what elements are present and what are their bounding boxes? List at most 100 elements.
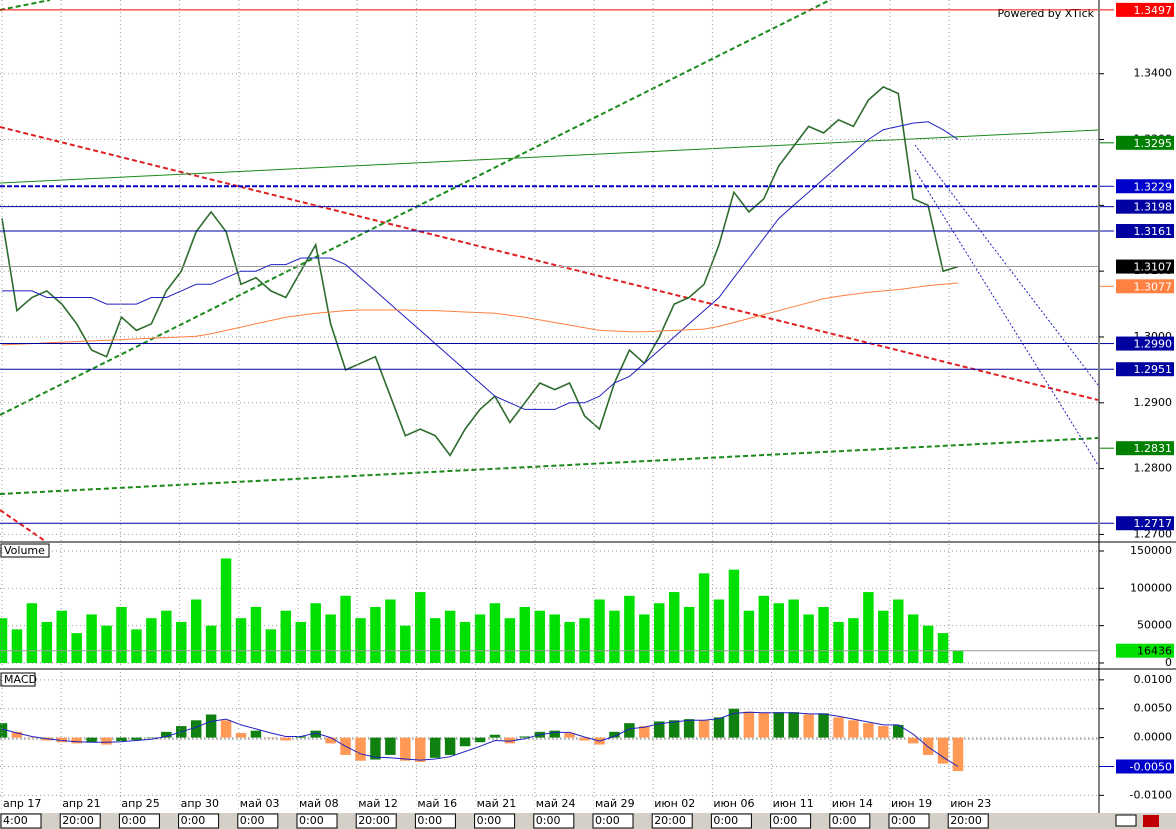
bar bbox=[56, 610, 67, 663]
bar bbox=[429, 618, 441, 663]
bar bbox=[743, 711, 755, 738]
bar bbox=[310, 730, 321, 738]
bar bbox=[937, 737, 949, 764]
time-label-box bbox=[592, 813, 634, 829]
time-label: 0:00 bbox=[240, 814, 265, 827]
time-label-box bbox=[178, 813, 220, 829]
bar bbox=[86, 614, 97, 663]
bar bbox=[131, 629, 142, 663]
trend-line bbox=[0, 0, 831, 416]
time-label: 0:00 bbox=[477, 814, 502, 827]
price-badge-label: 1.2951 bbox=[1134, 363, 1173, 376]
bar bbox=[265, 737, 277, 739]
time-label-box bbox=[947, 813, 989, 829]
bar bbox=[863, 723, 874, 738]
bar bbox=[459, 621, 471, 663]
bar bbox=[11, 731, 23, 738]
bar bbox=[190, 599, 202, 663]
bar bbox=[71, 737, 82, 744]
date-label-bg bbox=[120, 797, 161, 811]
bar bbox=[146, 618, 157, 663]
exit-button[interactable] bbox=[1143, 815, 1159, 827]
bar bbox=[579, 618, 590, 663]
bar bbox=[56, 737, 67, 743]
time-label: 20:00 bbox=[950, 814, 982, 827]
trend-line bbox=[0, 129, 1099, 184]
date-label-bg bbox=[298, 797, 338, 811]
bar bbox=[952, 650, 964, 663]
price-badge bbox=[1116, 259, 1174, 274]
time-label: 20:00 bbox=[358, 814, 390, 827]
bar bbox=[220, 558, 232, 663]
time-label: 4:00 bbox=[3, 814, 28, 827]
bar bbox=[624, 595, 635, 663]
bar bbox=[220, 720, 232, 738]
time-label: 0:00 bbox=[299, 814, 324, 827]
bar bbox=[698, 720, 710, 738]
bar bbox=[161, 610, 172, 663]
date-label: июн 06 bbox=[713, 797, 754, 810]
bar bbox=[400, 625, 411, 663]
bar bbox=[340, 595, 351, 663]
price-badge-label: 1.3161 bbox=[1134, 225, 1173, 238]
y-tick-label: 0.0050 bbox=[1134, 702, 1173, 715]
bar bbox=[833, 621, 844, 663]
time-label: 0:00 bbox=[891, 814, 916, 827]
price-badge bbox=[1116, 179, 1174, 194]
price-badge-label: 1.3497 bbox=[1134, 4, 1173, 17]
bar bbox=[519, 736, 531, 738]
date-label: май 21 bbox=[477, 797, 517, 810]
y-tick-label: 1.2700 bbox=[1134, 527, 1173, 540]
bar bbox=[609, 610, 620, 663]
price-badge-label: 1.3295 bbox=[1134, 137, 1173, 150]
bar bbox=[803, 614, 814, 663]
scroll-button[interactable] bbox=[1115, 814, 1137, 827]
time-label: 0:00 bbox=[773, 814, 798, 827]
bar bbox=[235, 732, 247, 738]
bar bbox=[265, 629, 277, 663]
date-label-bg bbox=[475, 797, 516, 811]
bar bbox=[893, 599, 904, 663]
bar bbox=[668, 720, 680, 738]
time-label-box bbox=[237, 813, 279, 829]
bar bbox=[773, 603, 784, 663]
y-tick-label: 100000 bbox=[1130, 581, 1172, 594]
trend-line bbox=[0, 509, 46, 542]
y-tick-label: -0.0100 bbox=[1130, 788, 1172, 801]
bar bbox=[922, 625, 934, 663]
bar bbox=[893, 724, 904, 738]
panel-title: Volume bbox=[4, 544, 45, 557]
price-badge-label: 1.2990 bbox=[1134, 338, 1173, 351]
bar bbox=[71, 633, 82, 663]
bar bbox=[624, 723, 635, 738]
date-label: апр 17 bbox=[3, 797, 41, 810]
price-badge bbox=[1116, 135, 1174, 150]
bar bbox=[728, 708, 740, 738]
date-label-bg bbox=[2, 797, 42, 811]
time-label-box bbox=[414, 813, 456, 829]
bar bbox=[713, 717, 725, 738]
bar bbox=[504, 618, 516, 663]
price-badge bbox=[1116, 2, 1174, 17]
bar bbox=[579, 737, 590, 741]
bar bbox=[310, 603, 321, 663]
bar bbox=[280, 610, 292, 663]
price-badge-label: -0.0050 bbox=[1130, 760, 1172, 773]
bar bbox=[205, 625, 217, 663]
bar bbox=[370, 737, 381, 760]
price-badge-label: 1.3107 bbox=[1134, 261, 1173, 274]
date-label-bg bbox=[949, 797, 990, 811]
date-label: апр 21 bbox=[62, 797, 100, 810]
time-label-box bbox=[770, 813, 812, 829]
date-label-bg bbox=[594, 797, 634, 811]
bar bbox=[863, 592, 874, 663]
series-line bbox=[1, 85, 959, 457]
bar bbox=[654, 721, 665, 738]
date-label: июн 19 bbox=[891, 797, 932, 810]
price-badge bbox=[1116, 199, 1174, 214]
time-label: 0:00 bbox=[181, 814, 206, 827]
date-label: май 03 bbox=[240, 797, 280, 810]
bar bbox=[907, 737, 919, 744]
